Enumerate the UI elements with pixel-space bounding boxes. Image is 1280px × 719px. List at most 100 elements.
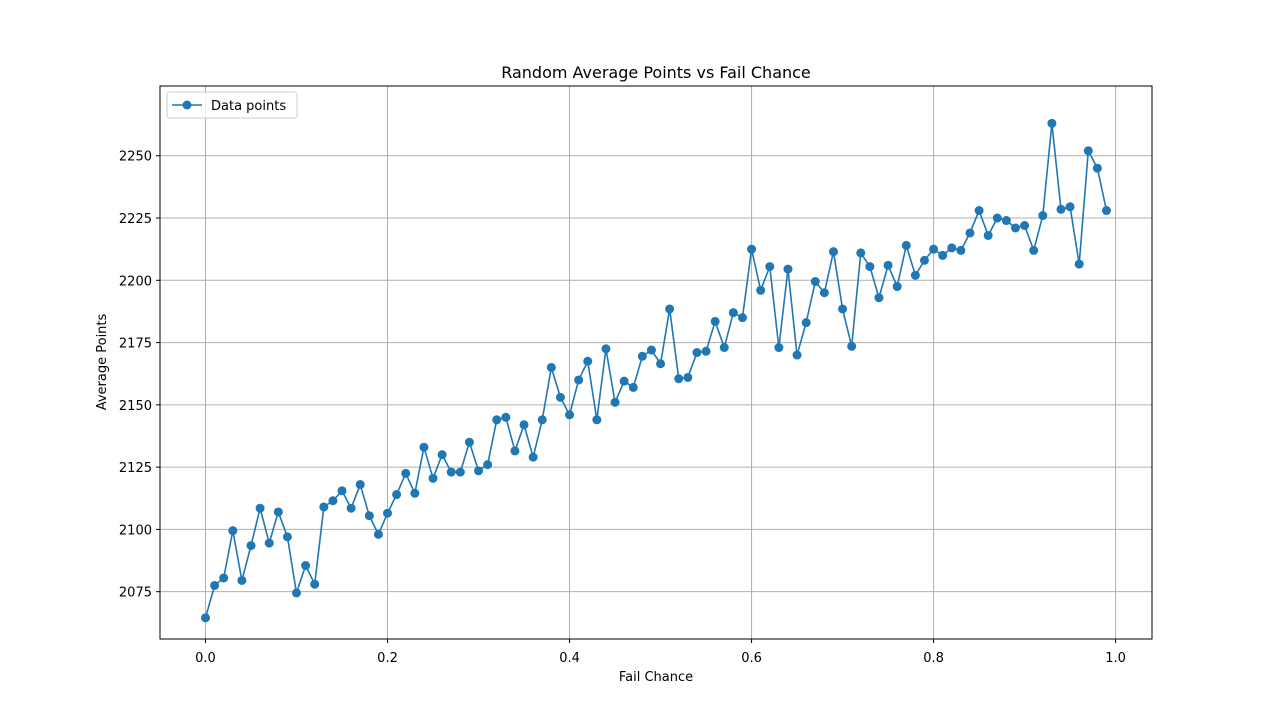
- data-point: [1047, 118, 1057, 128]
- data-point: [364, 511, 374, 521]
- data-point: [910, 270, 920, 280]
- data-point: [519, 420, 529, 430]
- data-point: [719, 343, 729, 353]
- data-point: [856, 248, 866, 258]
- data-point: [219, 573, 229, 583]
- data-point: [692, 348, 702, 358]
- data-point: [637, 351, 647, 361]
- series-line: [204, 122, 1108, 619]
- data-point: [492, 415, 502, 425]
- data-point: [273, 507, 283, 517]
- data-point: [410, 488, 420, 498]
- y-tick-label: 2125: [119, 461, 152, 476]
- x-axis-ticks: 0.0 0.2 0.4 0.6 0.8 1.0: [195, 639, 1126, 666]
- data-point: [956, 245, 966, 255]
- chart-title: Random Average Points vs Fail Chance: [501, 63, 811, 82]
- data-point: [528, 452, 538, 462]
- legend: Data points: [166, 91, 298, 119]
- data-point: [892, 282, 902, 292]
- x-tick-label: 0.6: [741, 651, 762, 666]
- data-point: [319, 502, 329, 512]
- legend-label: Data points: [211, 99, 286, 114]
- data-point: [1020, 221, 1030, 230]
- y-tick-label: 2175: [119, 337, 152, 352]
- data-point: [201, 613, 210, 623]
- data-point: [464, 437, 474, 447]
- data-point: [929, 244, 939, 254]
- data-point: [938, 250, 948, 260]
- data-point: [774, 343, 784, 353]
- x-tick-label: 0.0: [195, 651, 216, 666]
- data-point: [974, 206, 984, 216]
- data-point: [619, 376, 629, 386]
- legend-marker-swatch: [182, 100, 192, 110]
- data-point: [510, 446, 520, 456]
- data-point: [428, 473, 438, 483]
- data-point: [1074, 259, 1084, 269]
- data-point: [437, 450, 447, 460]
- y-tick-label: 2075: [119, 586, 152, 601]
- x-tick-label: 0.4: [559, 651, 580, 666]
- y-tick-label: 2250: [119, 150, 152, 165]
- data-point: [865, 262, 875, 272]
- data-point: [737, 313, 747, 323]
- x-axis-title: Fail Chance: [619, 670, 693, 685]
- data-point: [537, 415, 547, 425]
- series-layer: [201, 118, 1111, 623]
- data-point: [228, 526, 238, 536]
- grid-lines: [160, 86, 1152, 639]
- data-point: [601, 344, 611, 354]
- data-point: [264, 538, 274, 548]
- data-point: [683, 372, 693, 382]
- data-point: [883, 260, 893, 270]
- data-point: [474, 466, 484, 476]
- data-point: [328, 496, 338, 506]
- data-point: [237, 575, 247, 585]
- data-point: [346, 503, 356, 513]
- data-point: [301, 561, 311, 571]
- data-point: [419, 442, 429, 452]
- data-point: [847, 341, 857, 351]
- data-point: [392, 490, 402, 500]
- plot-frame: [159, 85, 1153, 640]
- data-point: [1083, 146, 1093, 156]
- data-point: [255, 503, 265, 513]
- data-point: [483, 460, 493, 470]
- data-point: [1010, 223, 1020, 233]
- data-point: [983, 230, 993, 240]
- data-point: [783, 264, 793, 274]
- data-point: [701, 346, 711, 356]
- data-point: [401, 468, 411, 478]
- data-point: [674, 374, 684, 384]
- data-point: [810, 277, 820, 287]
- data-point: [828, 247, 838, 257]
- y-axis-title: Average Points: [95, 313, 110, 410]
- data-point: [501, 412, 511, 422]
- data-point: [874, 293, 884, 303]
- y-tick-label: 2225: [119, 212, 152, 227]
- data-point: [282, 532, 292, 542]
- y-tick-label: 2150: [119, 399, 152, 414]
- data-point: [446, 467, 456, 477]
- data-point: [373, 529, 383, 539]
- data-point: [765, 262, 775, 272]
- data-point: [1092, 163, 1102, 173]
- data-point: [919, 255, 929, 265]
- data-point: [801, 318, 811, 328]
- data-point: [756, 285, 766, 295]
- data-point: [1001, 216, 1011, 226]
- data-point: [1029, 245, 1039, 255]
- y-tick-label: 2100: [119, 523, 152, 538]
- data-point: [792, 350, 802, 360]
- data-point: [574, 375, 584, 385]
- data-point: [747, 244, 757, 254]
- data-point: [656, 359, 666, 369]
- data-point: [665, 304, 675, 314]
- x-tick-label: 0.8: [923, 651, 944, 666]
- data-point: [628, 382, 638, 392]
- data-point: [583, 356, 593, 366]
- data-point: [337, 486, 347, 496]
- data-point: [610, 397, 620, 407]
- data-point: [546, 362, 556, 372]
